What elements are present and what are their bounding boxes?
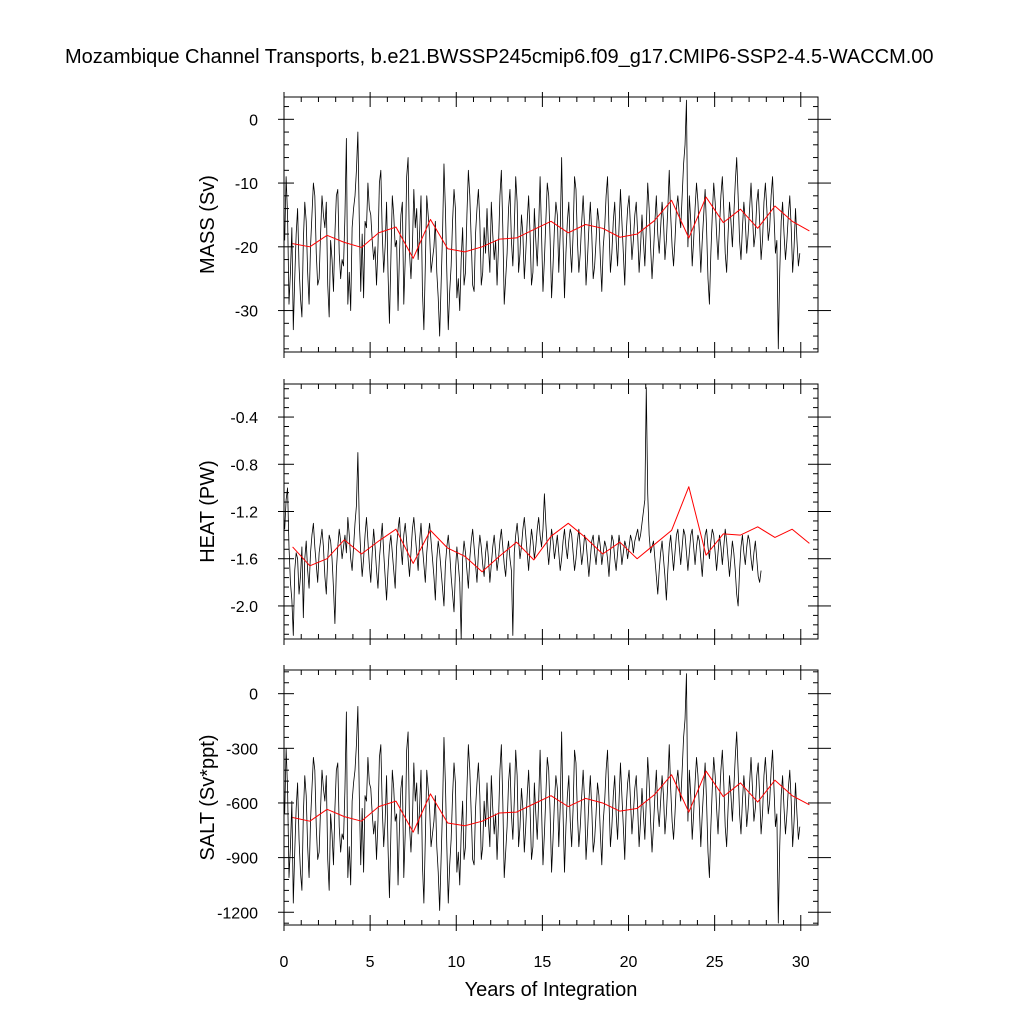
y-axis-label: SALT (Sv*ppt) — [197, 735, 219, 861]
y-tick-label: -1200 — [217, 905, 258, 922]
x-tick-label: 5 — [366, 954, 375, 971]
y-tick-label: -1.6 — [230, 552, 258, 569]
y-tick-label: -900 — [226, 851, 258, 868]
panel-frame — [283, 96, 819, 353]
y-tick-label: -600 — [226, 796, 258, 813]
y-tick-label: -1.2 — [230, 505, 258, 522]
y-tick-label: -30 — [235, 304, 258, 321]
x-tick-label: 10 — [447, 954, 465, 971]
y-tick-label: -0.8 — [230, 457, 258, 474]
panels-group: 0 -10 -20 -30 MASS (Sv) -0.4 -0.8 -1.2 -1.6 -2.0 H… — [197, 92, 831, 971]
x-axis-label: Years of Integration — [465, 979, 638, 1001]
y-tick-label: 0 — [249, 687, 258, 704]
panel-frame — [283, 669, 819, 926]
x-tick-label: 0 — [280, 954, 289, 971]
y-tick-label: -2.0 — [230, 599, 258, 616]
panel-1: 0 -10 -20 -30 MASS (Sv) — [197, 92, 831, 358]
annual-mean-line — [292, 770, 810, 833]
y-tick-label: -20 — [235, 240, 258, 257]
y-axis-label: HEAT (PW) — [197, 460, 219, 563]
x-tick-label: 25 — [706, 954, 724, 971]
y-tick-label: 0 — [249, 112, 258, 129]
x-tick-label: 30 — [792, 954, 810, 971]
annual-mean-line — [292, 486, 810, 573]
figure-title-text: Mozambique Channel Transports, b.e21.BWS… — [65, 46, 934, 68]
x-tick-label: 15 — [533, 954, 551, 971]
monthly-series-line — [284, 673, 801, 924]
panel-2: -0.4 -0.8 -1.2 -1.6 -2.0 HEAT (PW) — [197, 379, 831, 645]
monthly-series-line — [284, 99, 801, 350]
panel-frame — [283, 383, 819, 640]
annual-mean-line — [292, 196, 810, 259]
y-tick-label: -10 — [235, 176, 258, 193]
y-axis-label: MASS (Sv) — [197, 175, 219, 274]
figure-title: Mozambique Channel Transports, b.e21.BWS… — [0, 46, 1024, 72]
y-tick-label: -0.4 — [230, 410, 258, 427]
x-tick-label: 20 — [620, 954, 638, 971]
panel-3: 0 5 10 15 20 25 30 0 -300 -600 -900 -1200 SALT (Sv*p… — [197, 665, 831, 971]
y-tick-label: -300 — [226, 741, 258, 758]
monthly-series-line — [284, 387, 762, 639]
